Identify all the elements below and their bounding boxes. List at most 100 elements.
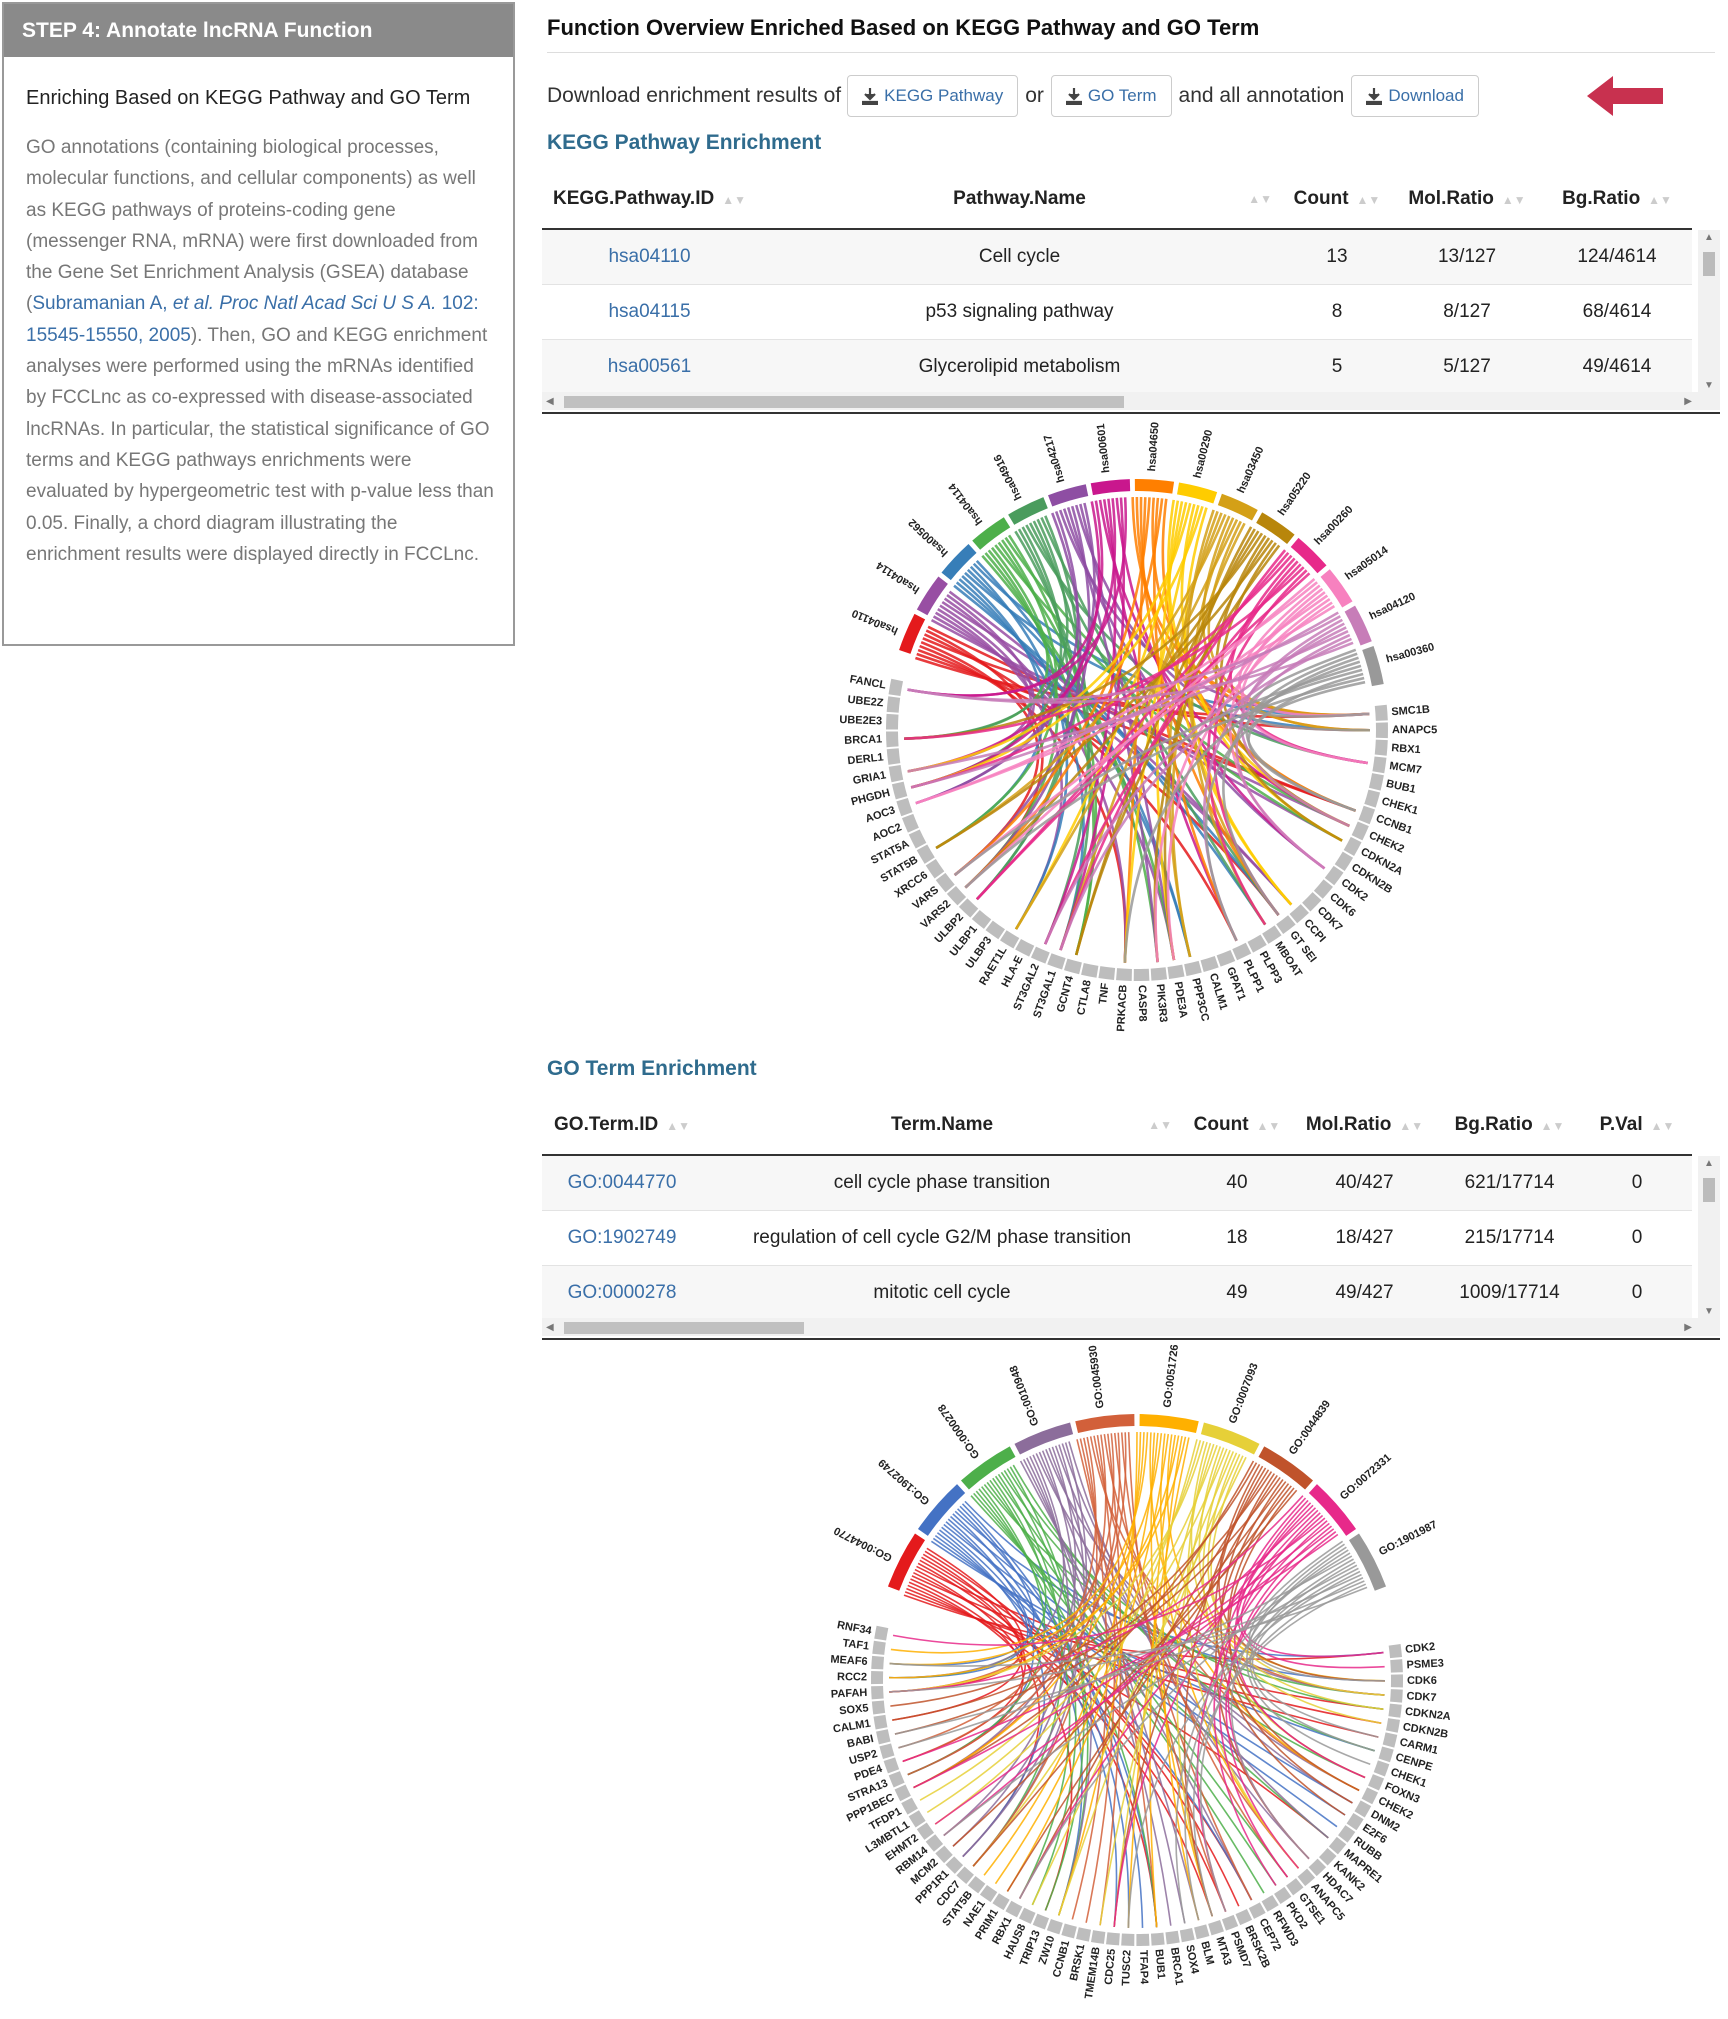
column-header[interactable]: Mol.Ratio ▲▼ [1392, 170, 1542, 230]
column-header[interactable]: P.Val ▲▼ [1582, 1096, 1692, 1156]
chord-gene-arc [971, 909, 992, 929]
chord-gene-arc [1289, 904, 1309, 924]
chord-ribbon [1251, 1567, 1379, 1738]
table-row[interactable]: hsa00561 Glycerolipid metabolism 5 5/127… [542, 339, 1692, 395]
scroll-down-icon[interactable]: ▼ [1704, 1306, 1714, 1317]
title-divider [547, 52, 1715, 53]
chord-ribbon [935, 539, 1058, 850]
pathway-id-cell[interactable]: hsa04110 [542, 229, 757, 285]
kegg-download-button[interactable]: KEGG Pathway [847, 75, 1019, 117]
chord-gene-label: PDE3A [1172, 981, 1190, 1019]
scroll-thumb[interactable] [1703, 252, 1715, 276]
go-id-cell[interactable]: GO:0044770 [542, 1155, 702, 1211]
chord-ribbon [907, 1584, 1214, 1917]
chord-ribbon [936, 1532, 1118, 1928]
chord-gene-arc [894, 1784, 911, 1802]
scroll-thumb[interactable] [564, 396, 1124, 408]
table-cell: 5 [1282, 339, 1392, 395]
chord-ribbon [972, 1437, 1098, 1867]
scroll-thumb[interactable] [1703, 1178, 1715, 1202]
chord-gene-arc [992, 1893, 1010, 1911]
chord-term-label: GO:0000278 [936, 1402, 982, 1461]
scroll-right-icon[interactable]: ▶ [1684, 1322, 1692, 1333]
table-cell: 18 [1182, 1210, 1292, 1266]
table-row[interactable]: hsa04110 Cell cycle 13 13/127 124/4614 [542, 229, 1692, 285]
column-header[interactable]: Pathway.Name ▲▼ [757, 170, 1282, 230]
go-download-button[interactable]: GO Term [1050, 75, 1172, 117]
chord-gene-arc [1216, 949, 1236, 967]
table-row[interactable]: GO:0000278 mitotic cell cycle 49 49/427 … [542, 1265, 1692, 1321]
chord-gene-label: CALM1 [832, 1718, 871, 1736]
kegg-header-row: KEGG.Pathway.ID ▲▼ Pathway.Name ▲▼ Count ▲▼… [542, 170, 1692, 230]
scroll-down-icon[interactable]: ▼ [1704, 380, 1714, 391]
scroll-right-icon[interactable]: ▶ [1684, 396, 1692, 407]
chord-gene-arc [1346, 1812, 1364, 1831]
go-id-cell[interactable]: GO:1902749 [542, 1210, 702, 1266]
chord-arc [887, 1533, 926, 1591]
chord-ribbon [1044, 563, 1302, 945]
citation-link[interactable]: Subramanian A, et al. Proc Natl Acad Sci… [26, 293, 479, 345]
table-row[interactable]: GO:1902749 regulation of cell cycle G2/M… [542, 1210, 1692, 1266]
column-header[interactable]: Term.Name ▲▼ [702, 1096, 1182, 1156]
table-row[interactable]: hsa04115 p53 signaling pathway 8 8/127 6… [542, 284, 1692, 340]
chord-gene-arc [979, 1884, 998, 1903]
column-header[interactable]: Count ▲▼ [1182, 1096, 1292, 1156]
scroll-up-icon[interactable]: ▲ [1704, 1158, 1714, 1169]
go-id-link[interactable]: GO:0000278 [567, 1282, 677, 1303]
download-row: Download enrichment results of KEGG Path… [547, 74, 1479, 118]
go-id-link[interactable]: GO:0044770 [567, 1172, 677, 1193]
chord-gene-arc [871, 1700, 886, 1715]
download-all-button[interactable]: Download [1351, 75, 1479, 117]
scroll-left-icon[interactable]: ◀ [546, 1322, 554, 1333]
chord-gene-label: RCC2 [837, 1671, 867, 1683]
pathway-id-cell[interactable]: hsa00561 [542, 339, 757, 395]
go-header-row: GO.Term.ID ▲▼ Term.Name ▲▼ Count ▲▼ Mol.Rat… [542, 1096, 1692, 1156]
chord-gene-arc [1030, 946, 1050, 964]
chord-term-label: GO:0010948 [1008, 1364, 1042, 1428]
chord-ribbon [913, 1522, 1330, 1789]
citation-journal: et al. Proc Natl Acad Sci U S A. [172, 293, 437, 315]
column-header[interactable]: Mol.Ratio ▲▼ [1292, 1096, 1437, 1156]
step-description: GO annotations (containing biological pr… [26, 132, 495, 570]
scroll-left-icon[interactable]: ◀ [546, 396, 554, 407]
go-id-cell[interactable]: GO:0000278 [542, 1265, 702, 1321]
kegg-vertical-scrollbar[interactable]: ▲ ▼ [1698, 230, 1720, 393]
scroll-up-icon[interactable]: ▲ [1704, 232, 1714, 243]
column-header[interactable]: Count ▲▼ [1282, 170, 1392, 230]
table-row[interactable]: GO:0044770 cell cycle phase transition 4… [542, 1155, 1692, 1211]
chord-gene-arc [1390, 1689, 1403, 1703]
go-id-link[interactable]: GO:1902749 [567, 1227, 677, 1248]
chord-gene-arc [1354, 1800, 1372, 1818]
chord-gene-arc [925, 859, 945, 879]
chord-gene-arc [1382, 1732, 1398, 1748]
chord-ribbon [1150, 1432, 1214, 1917]
go-vertical-scrollbar[interactable]: ▲ ▼ [1698, 1156, 1720, 1319]
chord-gene-arc [925, 1834, 944, 1852]
chord-gene-arc [935, 1845, 953, 1864]
chord-gene-arc [1047, 953, 1066, 970]
pathway-id-link[interactable]: hsa04115 [608, 301, 691, 322]
scroll-thumb[interactable] [564, 1322, 804, 1334]
chord-term-label: hsa04114 [946, 480, 985, 527]
column-header[interactable]: Bg.Ratio ▲▼ [1542, 170, 1692, 230]
pathway-id-link[interactable]: hsa04110 [608, 246, 691, 267]
chord-ribbon [1127, 1432, 1227, 1912]
column-header[interactable]: GO.Term.ID ▲▼ [542, 1096, 702, 1156]
go-horizontal-scrollbar[interactable]: ◀ ▶ [542, 1318, 1720, 1336]
chord-ribbon [898, 1555, 1353, 1749]
chord-gene-label: AOC3 [864, 804, 897, 825]
go-table-bottom-rule [542, 1338, 1720, 1340]
download-button-label: Download [1388, 86, 1464, 105]
chord-gene-arc [1368, 773, 1384, 791]
column-header[interactable]: Bg.Ratio ▲▼ [1437, 1096, 1582, 1156]
kegg-horizontal-scrollbar[interactable]: ◀ ▶ [542, 392, 1720, 410]
pathway-id-link[interactable]: hsa00561 [607, 356, 692, 377]
pathway-id-cell[interactable]: hsa04115 [542, 284, 757, 340]
chord-ribbon [1018, 1552, 1351, 1899]
table-cell: 49/427 [1292, 1265, 1437, 1321]
chord-gene-label: CTLA8 [1075, 979, 1094, 1016]
chord-gene-label: TNF [1097, 982, 1112, 1005]
chord-gene-arc [1338, 1825, 1356, 1843]
column-header[interactable]: KEGG.Pathway.ID ▲▼ [542, 170, 757, 230]
table-cell: 8/127 [1392, 284, 1542, 340]
